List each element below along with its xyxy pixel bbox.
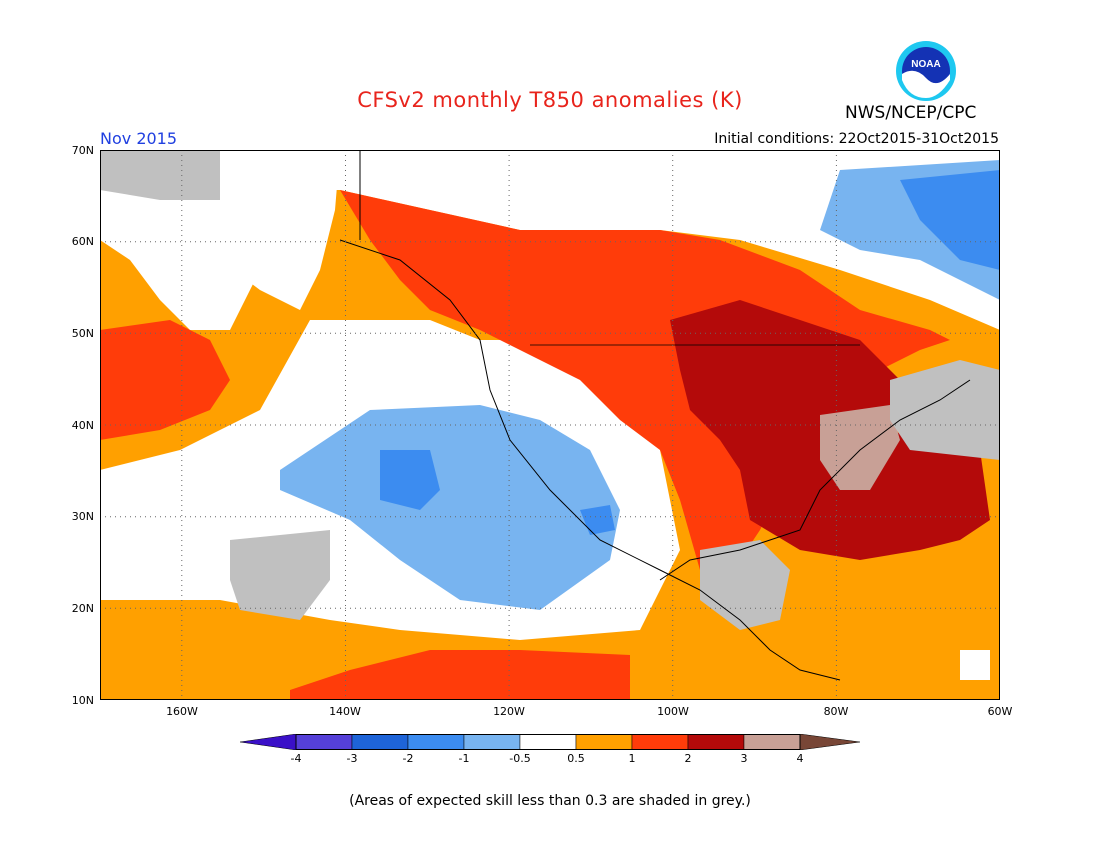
colorbar-arrow-low xyxy=(240,734,297,750)
colorbar-tick-label: -1 xyxy=(458,752,470,765)
lat-label: 60N xyxy=(71,235,94,248)
colorbar-tick-label: -3 xyxy=(346,752,358,765)
map-title: CFSv2 monthly T850 anomalies (K) xyxy=(357,88,743,112)
colorbar-cell xyxy=(631,734,689,750)
colorbar-tick-label: 3 xyxy=(740,752,748,765)
colorbar-arrow-high xyxy=(799,734,860,750)
colorbar-cell xyxy=(743,734,801,750)
colorbar-tick-label: -0.5 xyxy=(509,752,531,765)
lat-label: 30N xyxy=(71,510,94,523)
initial-conditions: Initial conditions: 22Oct2015-31Oct2015 xyxy=(714,131,999,147)
lon-label: 100W xyxy=(657,705,689,718)
lat-label: 20N xyxy=(71,602,94,615)
svg-text:NOAA: NOAA xyxy=(911,59,940,70)
colorbar-cell xyxy=(351,734,409,750)
colorbar-cell xyxy=(407,734,465,750)
valid-period: Nov 2015 xyxy=(100,129,178,148)
colorbar-cell xyxy=(519,734,577,750)
colorbar-tick-label: -2 xyxy=(402,752,414,765)
lon-label: 60W xyxy=(987,705,1013,718)
colorbar-tick-label: 2 xyxy=(684,752,692,765)
colorbar-tick-label: 1 xyxy=(628,752,636,765)
lat-label: 50N xyxy=(71,327,94,340)
colorbar xyxy=(240,734,860,750)
lat-label: 40N xyxy=(71,419,94,432)
lon-label: 160W xyxy=(166,705,198,718)
skill-note: (Areas of expected skill less than 0.3 a… xyxy=(349,793,751,809)
noaa-logo: NOAA xyxy=(896,41,956,101)
lat-label: 10N xyxy=(71,694,94,707)
lon-label: 140W xyxy=(329,705,361,718)
colorbar-tick-label: -4 xyxy=(290,752,302,765)
anomaly-map xyxy=(100,150,1000,700)
lon-label: 80W xyxy=(823,705,849,718)
colorbar-cell xyxy=(295,734,353,750)
agency-label: NWS/NCEP/CPC xyxy=(845,103,977,123)
colorbar-tick-label: 0.5 xyxy=(567,752,585,765)
colorbar-cell xyxy=(687,734,745,750)
colorbar-cell xyxy=(463,734,521,750)
colorbar-tick-label: 4 xyxy=(796,752,804,765)
colorbar-cell xyxy=(575,734,633,750)
lat-label: 70N xyxy=(71,144,94,157)
lon-label: 120W xyxy=(493,705,525,718)
